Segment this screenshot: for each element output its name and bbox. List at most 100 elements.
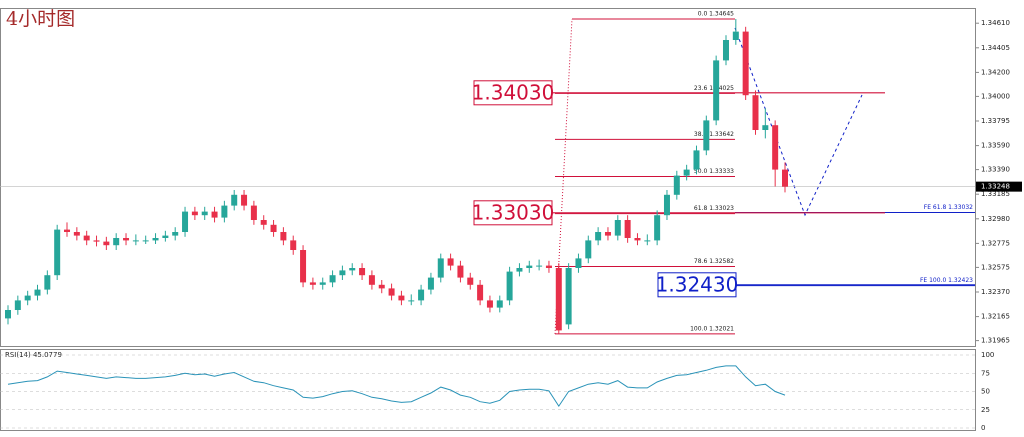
candle-body <box>663 194 670 216</box>
candle-body <box>191 211 198 216</box>
y-tick-label: 1.33795 <box>981 117 1010 125</box>
candle-body <box>64 229 71 232</box>
candle-body <box>408 300 415 302</box>
candle-body <box>732 31 739 40</box>
candle-body <box>270 224 277 232</box>
expansion-label: FE 100.0 1.32423 <box>920 277 973 284</box>
rsi-line <box>7 365 786 408</box>
rsi-tick-label: 50 <box>981 388 990 396</box>
candle-body <box>24 295 31 301</box>
chart-title: 4小时图 <box>6 8 75 30</box>
level-label: 1.33030 <box>472 200 555 224</box>
y-tick-label: 1.34610 <box>981 19 1010 27</box>
candle-body <box>388 288 395 296</box>
candle-body <box>378 284 385 289</box>
candle-body <box>309 282 316 285</box>
candle-body <box>654 215 661 241</box>
fib-label: 38.2 1.33642 <box>694 131 734 138</box>
candle-body <box>496 300 503 308</box>
candle-body <box>506 271 513 301</box>
fib-label: 50.0 1.33333 <box>694 168 734 175</box>
candle-body <box>211 211 218 218</box>
candle-body <box>359 268 366 276</box>
candle-body <box>752 95 759 130</box>
candle-body <box>300 250 307 283</box>
candle-body <box>132 240 139 242</box>
candle-body <box>142 240 149 242</box>
projection <box>734 27 863 217</box>
candle-body <box>398 295 405 301</box>
candle-body <box>418 289 425 301</box>
y-tick-label: 1.32165 <box>981 313 1010 321</box>
candle-body <box>683 169 690 176</box>
candle-body <box>536 265 543 267</box>
candle-body <box>722 40 729 61</box>
candle-body <box>693 150 700 170</box>
rsi-tick-label: 25 <box>981 406 990 414</box>
candle-body <box>614 220 621 236</box>
candle-body <box>83 235 90 241</box>
candle-body <box>437 258 444 278</box>
candle-body <box>54 229 61 276</box>
candle-body <box>703 120 710 151</box>
candle-body <box>565 268 572 325</box>
level-label: 1.32430 <box>656 272 739 296</box>
candle-body <box>231 194 238 206</box>
level-box <box>473 80 553 106</box>
candle-body <box>172 232 179 236</box>
y-tick-label: 1.33185 <box>981 190 1010 198</box>
y-tick-label: 1.34405 <box>981 44 1010 52</box>
y-tick-label: 1.34000 <box>981 92 1010 100</box>
candle-body <box>103 241 110 246</box>
candle-body <box>250 205 257 220</box>
rsi-tick-label: 0 <box>981 424 985 432</box>
candle-body <box>575 258 582 268</box>
candle-body <box>486 300 493 308</box>
current-price-box <box>976 181 1022 192</box>
candle-body <box>123 238 130 241</box>
y-tick-label: 1.32575 <box>981 263 1010 271</box>
y-tick-label: 1.32980 <box>981 215 1010 223</box>
candle-body <box>526 265 533 268</box>
candle-body <box>713 60 720 121</box>
candle-body <box>280 232 287 241</box>
fib-label: 100.0 1.32021 <box>690 325 734 332</box>
candle-body <box>545 265 552 268</box>
price-frame <box>0 8 976 347</box>
candle-body <box>241 194 248 206</box>
candle-body <box>762 125 769 130</box>
rsi-tick-label: 100 <box>981 351 994 359</box>
candle-body <box>782 169 788 187</box>
y-tick-label: 1.31965 <box>981 337 1010 345</box>
candle-body <box>319 282 326 285</box>
level-box <box>657 272 737 298</box>
candle-body <box>260 220 267 225</box>
candle-body <box>604 232 611 236</box>
candle-body <box>349 268 356 271</box>
fib-label: 0.0 1.34645 <box>698 11 734 18</box>
candle-body <box>73 232 80 236</box>
candle-body <box>457 265 464 278</box>
candle-body <box>113 238 120 246</box>
candle-body <box>152 238 159 241</box>
candle-body <box>585 240 592 259</box>
level-label: 1.34030 <box>472 80 555 104</box>
candle-body <box>772 125 779 170</box>
candle-body <box>477 284 484 301</box>
candle-body <box>290 240 297 250</box>
candle-body <box>162 235 169 238</box>
y-tick-label: 1.32370 <box>981 288 1010 296</box>
candle-body <box>467 277 474 285</box>
candle-body <box>742 31 749 96</box>
fib-label: 61.8 1.33023 <box>694 205 734 212</box>
current-price-label: 1.33248 <box>981 183 1010 191</box>
candle-body <box>93 240 100 242</box>
candle-body <box>673 175 680 195</box>
candle-body <box>221 205 228 218</box>
candle-body <box>447 258 454 266</box>
candle-body <box>634 238 641 241</box>
y-tick-label: 1.33390 <box>981 166 1010 174</box>
rsi-tick-label: 75 <box>981 369 990 377</box>
y-tick-label: 1.33590 <box>981 142 1010 150</box>
